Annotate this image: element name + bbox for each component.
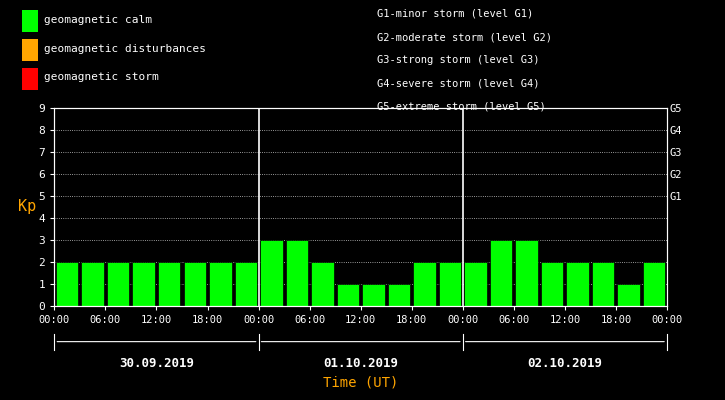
Bar (260, 240, 283, 306)
Bar (133, 262, 155, 306)
Bar (643, 262, 666, 306)
Text: G4-severe storm (level G4): G4-severe storm (level G4) (377, 78, 539, 88)
Text: geomagnetic calm: geomagnetic calm (44, 15, 152, 25)
Bar (439, 262, 461, 306)
Text: 02.10.2019: 02.10.2019 (527, 358, 602, 370)
Bar (515, 240, 538, 306)
Bar (158, 262, 181, 306)
Bar (566, 262, 589, 306)
Bar (413, 262, 436, 306)
Bar (81, 262, 104, 306)
Text: G3-strong storm (level G3): G3-strong storm (level G3) (377, 55, 539, 65)
Text: Time (UT): Time (UT) (323, 376, 399, 390)
Text: G2-moderate storm (level G2): G2-moderate storm (level G2) (377, 32, 552, 42)
Bar (362, 284, 385, 306)
Bar (183, 262, 206, 306)
Text: G5-extreme storm (level G5): G5-extreme storm (level G5) (377, 102, 546, 112)
Bar (618, 284, 640, 306)
Bar (286, 240, 308, 306)
Bar (388, 284, 410, 306)
Text: 30.09.2019: 30.09.2019 (119, 358, 194, 370)
Bar (464, 262, 486, 306)
Bar (107, 262, 130, 306)
Bar (490, 240, 513, 306)
Text: 01.10.2019: 01.10.2019 (323, 358, 398, 370)
Bar (592, 262, 614, 306)
Bar (209, 262, 231, 306)
Text: geomagnetic storm: geomagnetic storm (44, 72, 158, 82)
Text: G1-minor storm (level G1): G1-minor storm (level G1) (377, 9, 534, 19)
Bar (235, 262, 257, 306)
Bar (56, 262, 78, 306)
Bar (311, 262, 334, 306)
Text: geomagnetic disturbances: geomagnetic disturbances (44, 44, 205, 54)
Bar (541, 262, 563, 306)
Y-axis label: Kp: Kp (18, 200, 36, 214)
Bar (336, 284, 359, 306)
